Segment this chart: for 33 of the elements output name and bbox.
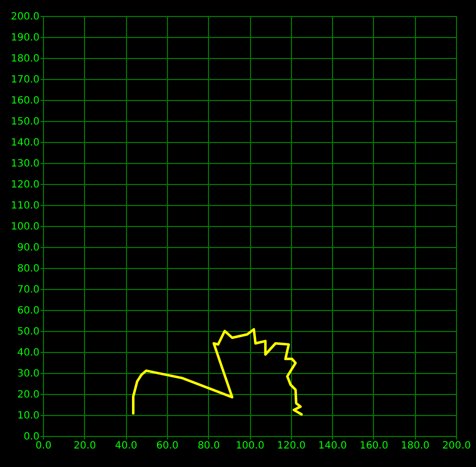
y-tick-label: 60.0 (17, 306, 40, 316)
y-tick-label: 10.0 (17, 410, 40, 422)
x-tick-label: 160.0 (360, 440, 388, 452)
x-tick-label: 180.0 (400, 440, 430, 452)
y-tick-label: 90.0 (17, 242, 40, 254)
x-tick-label: 80.0 (198, 440, 220, 452)
line-series (132, 328, 303, 416)
y-tick-label: 140.0 (10, 138, 40, 148)
y-tick-label: 130.0 (10, 158, 40, 170)
y-tick-label: 160.0 (10, 96, 40, 106)
x-tick-label: 40.0 (114, 440, 138, 452)
y-tick-label: 170.0 (10, 74, 40, 86)
y-tick-label: 0.0 (24, 432, 40, 442)
y-tick-label: 30.0 (17, 368, 40, 380)
y-tick-label: 110.0 (10, 200, 40, 212)
x-tick-label: 200.0 (442, 440, 471, 452)
x-tick-label: 0.0 (36, 440, 52, 452)
y-tick-label: 70.0 (17, 284, 40, 296)
y-tick-label: 150.0 (10, 116, 40, 128)
y-tick-label: 100.0 (10, 222, 40, 232)
y-tick-label: 200.0 (10, 12, 40, 22)
y-tick-label: 80.0 (17, 264, 40, 274)
x-tick-label: 120.0 (276, 440, 306, 452)
y-tick-label: 120.0 (10, 180, 40, 190)
y-tick-label: 40.0 (17, 348, 40, 358)
x-tick-label: 20.0 (74, 440, 96, 452)
x-tick-label: 60.0 (156, 440, 179, 452)
x-tick-label: 140.0 (318, 440, 347, 452)
x-tick-label: 100.0 (236, 440, 264, 452)
y-tick-label: 50.0 (17, 326, 40, 338)
y-tick-label: 180.0 (10, 54, 40, 64)
y-tick-label: 20.0 (17, 390, 40, 400)
y-tick-label: 190.0 (10, 32, 40, 44)
